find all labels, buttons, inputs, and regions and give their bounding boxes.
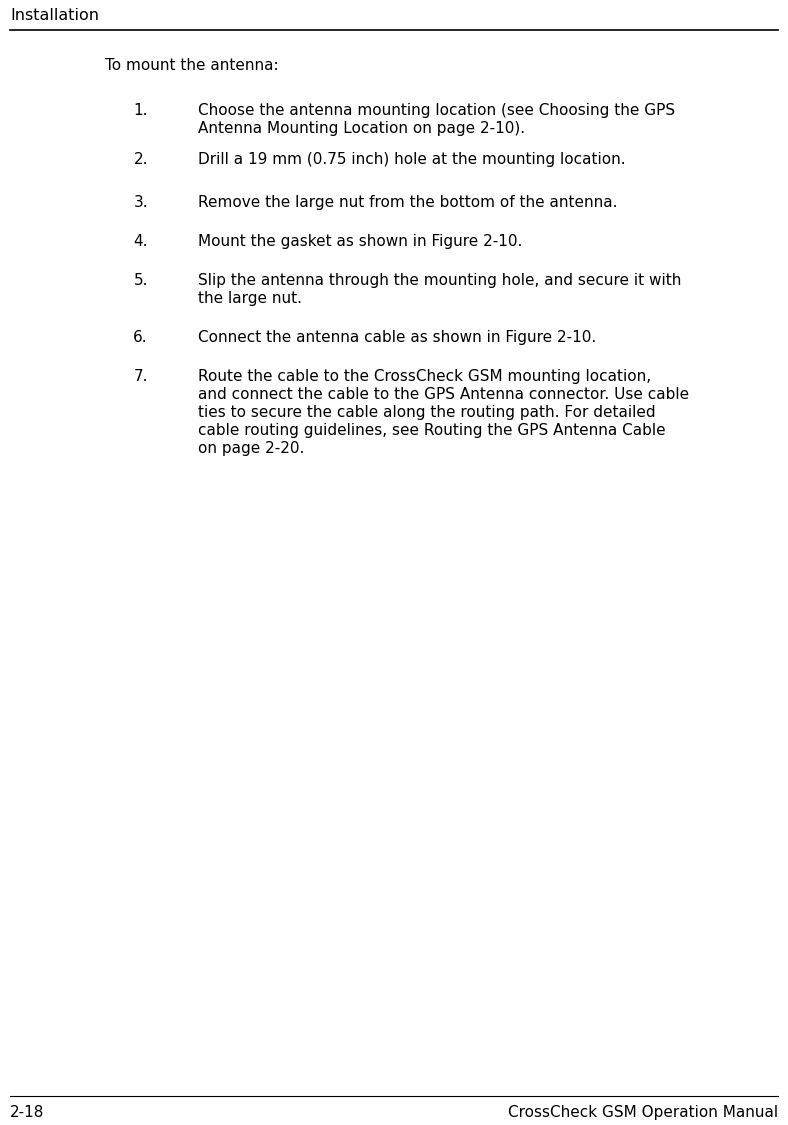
Text: Remove the large nut from the bottom of the antenna.: Remove the large nut from the bottom of …	[198, 195, 618, 210]
Text: To mount the antenna:: To mount the antenna:	[105, 58, 279, 73]
Text: Installation: Installation	[10, 8, 99, 22]
Text: Drill a 19 mm (0.75 inch) hole at the mounting location.: Drill a 19 mm (0.75 inch) hole at the mo…	[198, 152, 626, 166]
Text: 4.: 4.	[133, 234, 148, 249]
Text: 2-18: 2-18	[10, 1105, 44, 1120]
Text: Choose the antenna mounting location (see Choosing the GPS: Choose the antenna mounting location (se…	[198, 104, 675, 118]
Text: CrossCheck GSM Operation Manual: CrossCheck GSM Operation Manual	[508, 1105, 778, 1120]
Text: the large nut.: the large nut.	[198, 291, 302, 306]
Text: Slip the antenna through the mounting hole, and secure it with: Slip the antenna through the mounting ho…	[198, 273, 682, 288]
Text: on page 2-20.: on page 2-20.	[198, 441, 304, 456]
Text: Route the cable to the CrossCheck GSM mounting location,: Route the cable to the CrossCheck GSM mo…	[198, 369, 651, 384]
Text: 2.: 2.	[133, 152, 148, 166]
Text: and connect the cable to the GPS Antenna connector. Use cable: and connect the cable to the GPS Antenna…	[198, 387, 690, 402]
Text: 1.: 1.	[133, 104, 148, 118]
Text: 6.: 6.	[133, 330, 148, 345]
Text: Antenna Mounting Location on page 2-10).: Antenna Mounting Location on page 2-10).	[198, 122, 525, 136]
Text: cable routing guidelines, see Routing the GPS Antenna Cable: cable routing guidelines, see Routing th…	[198, 423, 666, 438]
Text: 5.: 5.	[133, 273, 148, 288]
Text: 7.: 7.	[133, 369, 148, 384]
Text: 3.: 3.	[133, 195, 148, 210]
Text: Mount the gasket as shown in Figure 2-10.: Mount the gasket as shown in Figure 2-10…	[198, 234, 522, 249]
Text: Connect the antenna cable as shown in Figure 2-10.: Connect the antenna cable as shown in Fi…	[198, 330, 597, 345]
Text: ties to secure the cable along the routing path. For detailed: ties to secure the cable along the routi…	[198, 405, 656, 420]
